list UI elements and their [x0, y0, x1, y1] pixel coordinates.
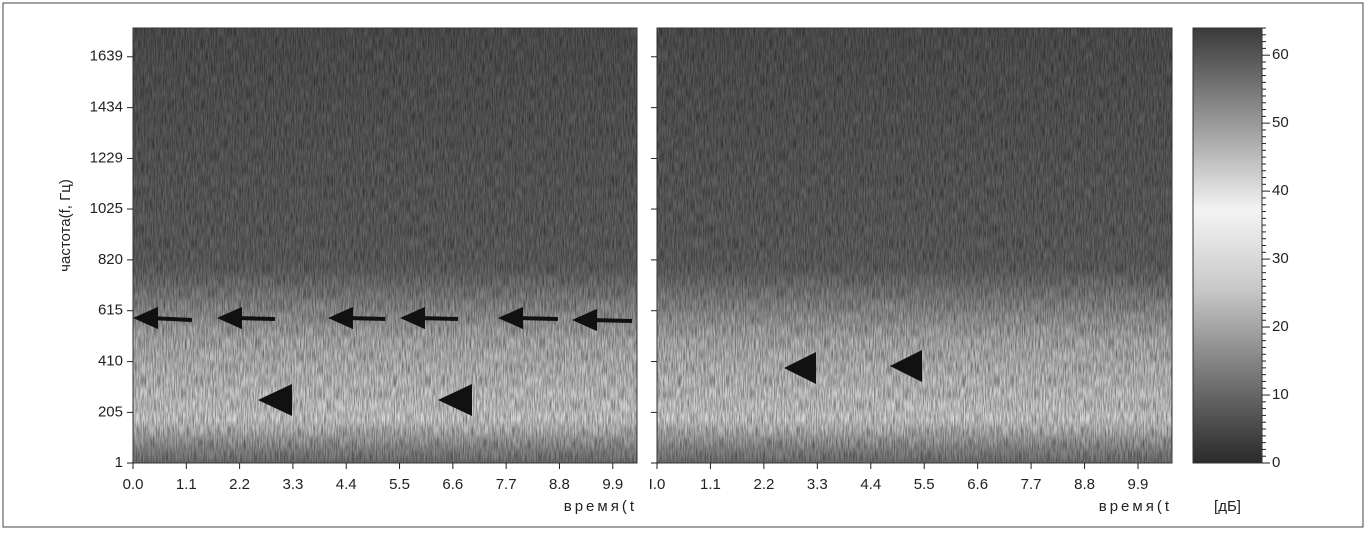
plot-area — [132, 27, 638, 464]
plot-area — [656, 27, 1173, 464]
x-tick-label: 6.6 — [967, 476, 988, 493]
x-tick-label: 8.8 — [1074, 476, 1095, 493]
y-tick-label: 1025 — [90, 200, 123, 217]
x-tick-label: 2.2 — [229, 476, 250, 493]
y-tick-label: 410 — [98, 353, 123, 370]
panel-bg — [133, 27, 1263, 464]
colorbar-tick-label: 10 — [1272, 386, 1289, 403]
x-axis-label: время(t — [564, 498, 637, 515]
x-tick-label: 5.5 — [914, 476, 935, 493]
y-axis-label: частота(f, Гц) — [57, 179, 74, 272]
y-tick-label: 205 — [98, 403, 123, 420]
y-tick-label: 1229 — [90, 149, 123, 166]
x-tick-label: 9.9 — [1128, 476, 1149, 493]
y-tick-label: 1639 — [90, 48, 123, 65]
x-tick-label: 9.9 — [602, 476, 623, 493]
colorbar-tick-label: 50 — [1272, 114, 1289, 131]
x-tick-label: 8.8 — [549, 476, 570, 493]
colorbar-label: [дБ] — [1214, 498, 1241, 515]
x-tick-label: 3.3 — [282, 476, 303, 493]
x-tick-label: 1.1 — [176, 476, 197, 493]
colorbar-tick-label: 40 — [1272, 182, 1289, 199]
y-tick-label: 1 — [115, 454, 123, 471]
colorbar-tick-label: 60 — [1272, 46, 1289, 63]
x-tick-label: 1.1 — [700, 476, 721, 493]
x-tick-label: 2.2 — [753, 476, 774, 493]
x-tick-label: 6.6 — [442, 476, 463, 493]
x-tick-label: 4.4 — [860, 476, 881, 493]
y-tick-label: 615 — [98, 302, 123, 319]
frame — [2, 2, 1364, 528]
x-tick-label: 7.7 — [1021, 476, 1042, 493]
x-tick-label: I.0 — [649, 476, 666, 493]
y-tick-label: 1434 — [90, 99, 123, 116]
colorbar-tick-label: 30 — [1272, 250, 1289, 267]
x-tick-label: 3.3 — [807, 476, 828, 493]
colorbar-tick-label: 0 — [1272, 454, 1280, 471]
colorbar-tick-label: 20 — [1272, 318, 1289, 335]
x-tick-label: 0.0 — [123, 476, 144, 493]
x-tick-label: 5.5 — [389, 476, 410, 493]
annotations — [133, 306, 922, 416]
y-tick-label: 820 — [98, 251, 123, 268]
x-tick-label: 7.7 — [496, 476, 517, 493]
x-tick-label: 4.4 — [336, 476, 357, 493]
x-axis-label: время(t — [1099, 498, 1172, 515]
